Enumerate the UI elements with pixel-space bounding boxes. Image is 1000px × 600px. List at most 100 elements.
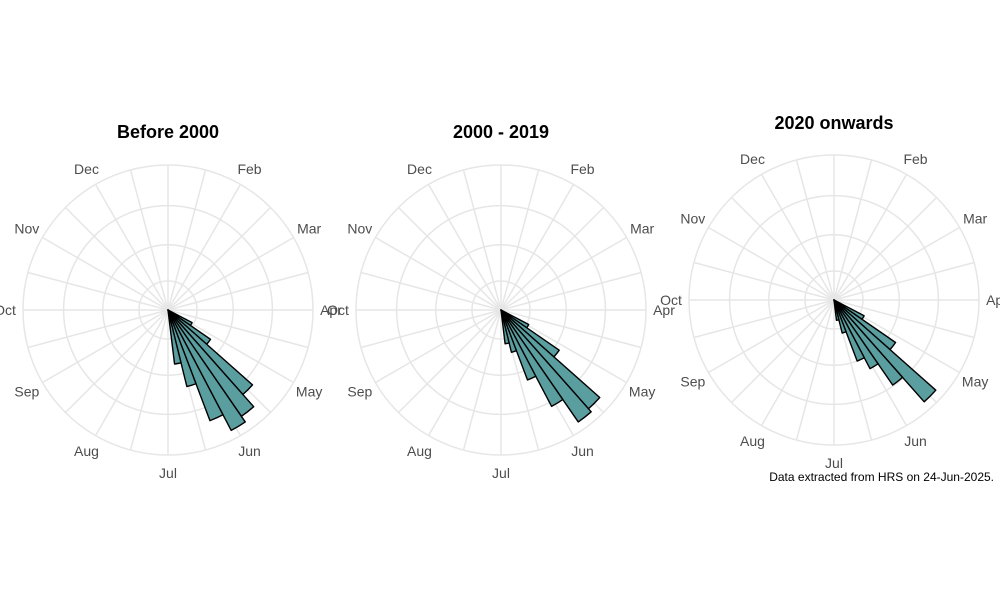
month-label-nov: Nov [680, 211, 705, 227]
grid-spoke [708, 299, 835, 374]
month-label-feb: Feb [903, 151, 927, 167]
rose-bar [833, 299, 866, 362]
grid-spoke [708, 226, 835, 301]
month-label-jun: Jun [571, 443, 594, 459]
grid-spoke [375, 309, 502, 384]
rose-bar [500, 309, 510, 345]
month-label-aug: Aug [74, 443, 99, 459]
rose-bar [833, 299, 937, 403]
grid-spoke [462, 309, 502, 451]
rose-bar [167, 309, 197, 388]
grid-spoke [94, 309, 169, 436]
month-label-apr: Apr [320, 302, 342, 318]
rose-bar [500, 309, 592, 423]
month-label-mar: Mar [630, 221, 654, 237]
grid-spoke [64, 309, 169, 414]
grid-spoke [462, 169, 502, 311]
month-label-jun: Jun [904, 433, 927, 449]
rose-bar [167, 309, 246, 432]
rose-bar [500, 309, 518, 353]
grid-spoke [795, 299, 835, 441]
grid-spoke [129, 169, 169, 311]
grid-spoke [693, 261, 835, 301]
grid-spoke [833, 261, 975, 301]
grid-spoke [500, 309, 642, 349]
month-label-may: May [296, 384, 322, 400]
grid-spoke [500, 184, 575, 311]
grid-spoke [167, 169, 207, 311]
grid-spoke [397, 206, 502, 311]
grid-spoke [397, 309, 502, 414]
month-label-apr: Apr [653, 302, 675, 318]
polar-panel: 2020 onwards Feb Mar Apr May Jun Jul Aug Sep Oct N… [660, 113, 1000, 471]
month-label-oct: Oct [660, 292, 682, 308]
month-label-nov: Nov [14, 221, 39, 237]
grid-spoke [167, 236, 294, 311]
month-label-jul: Jul [159, 465, 177, 481]
grid-spoke [167, 309, 309, 349]
month-label-aug: Aug [740, 433, 765, 449]
grid-spoke [833, 226, 960, 301]
grid-spoke [64, 206, 169, 311]
rose-bar [500, 309, 564, 408]
month-label-sep: Sep [680, 374, 705, 390]
grid-spoke [427, 309, 502, 436]
month-label-dec: Dec [407, 161, 432, 177]
grid-spoke [167, 206, 272, 311]
month-label-aug: Aug [407, 443, 432, 459]
month-label-apr: Apr [986, 292, 1000, 308]
grid-spoke [167, 184, 242, 311]
data-source-caption: Data extracted from HRS on 24-Jun-2025. [769, 470, 994, 484]
grid-spoke [42, 309, 169, 384]
panel-title: 2000 - 2019 [453, 122, 549, 142]
grid-spoke [27, 309, 169, 349]
month-label-feb: Feb [570, 161, 594, 177]
month-label-jul: Jul [492, 465, 510, 481]
panel-title: Before 2000 [117, 122, 219, 142]
month-label-mar: Mar [963, 211, 987, 227]
grid-spoke [833, 159, 873, 301]
month-label-may: May [962, 374, 988, 390]
panel-title: 2020 onwards [774, 113, 893, 133]
month-label-sep: Sep [347, 384, 372, 400]
month-label-dec: Dec [740, 151, 765, 167]
grid-spoke [375, 236, 502, 311]
month-label-jul: Jul [825, 455, 843, 471]
month-label-mar: Mar [297, 221, 321, 237]
grid-spoke [427, 184, 502, 311]
grid-spoke [760, 299, 835, 426]
grid-spoke [500, 271, 642, 311]
grid-spoke [760, 174, 835, 301]
polar-panel: 2000 - 2019 Feb Mar Apr May Jun Jul Aug Sep Oct No… [327, 122, 675, 481]
rose-bar [833, 299, 840, 321]
grid-spoke [833, 196, 938, 301]
polar-panel: Before 2000 Feb Mar Apr May Jun Jul Aug Sep Oct No… [0, 122, 342, 481]
grid-spoke [730, 196, 835, 301]
grid-spoke [360, 271, 502, 311]
month-label-oct: Oct [0, 302, 16, 318]
grid-spoke [795, 159, 835, 301]
grid-spoke [500, 169, 540, 311]
month-label-oct: Oct [327, 302, 349, 318]
month-label-dec: Dec [74, 161, 99, 177]
grid-spoke [500, 206, 605, 311]
grid-spoke [27, 271, 169, 311]
grid-spoke [94, 184, 169, 311]
rose-bar [833, 299, 904, 386]
month-label-nov: Nov [347, 221, 372, 237]
month-label-may: May [629, 384, 655, 400]
grid-spoke [129, 309, 169, 451]
rose-bar [167, 309, 224, 422]
grid-spoke [167, 271, 309, 311]
grid-spoke [833, 174, 908, 301]
month-label-feb: Feb [237, 161, 261, 177]
grid-spoke [360, 309, 502, 349]
rose-bar [500, 309, 537, 381]
rose-bar [833, 299, 879, 370]
rose-bar [167, 309, 182, 365]
month-label-jun: Jun [238, 443, 261, 459]
grid-spoke [730, 299, 835, 404]
grid-spoke [833, 299, 975, 339]
month-label-sep: Sep [14, 384, 39, 400]
